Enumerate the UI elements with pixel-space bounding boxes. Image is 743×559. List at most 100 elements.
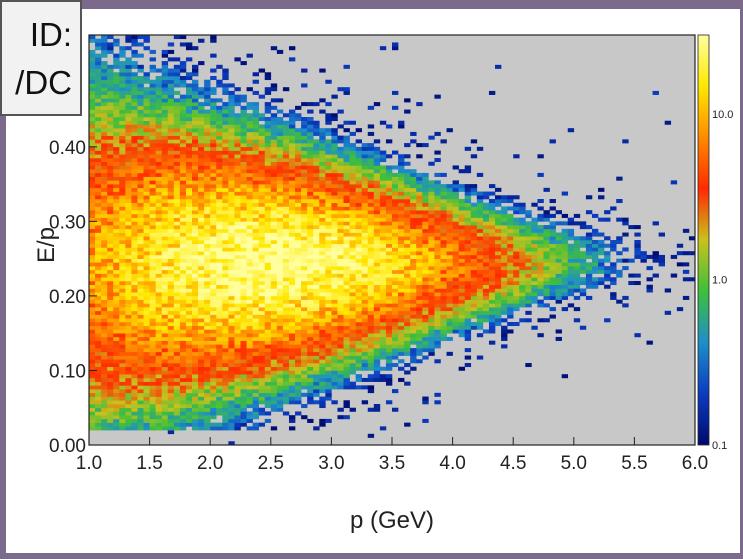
- heatmap-cell: [204, 299, 211, 304]
- heatmap-cell: [167, 42, 175, 47]
- heatmap-cell: [379, 176, 387, 181]
- heatmap-cell: [301, 236, 308, 241]
- heatmap-cell: [137, 314, 144, 319]
- heatmap-cell: [222, 217, 229, 222]
- heatmap-cell: [301, 161, 308, 166]
- heatmap-cell: [325, 128, 332, 133]
- heatmap-cell: [143, 385, 150, 390]
- heatmap-cell: [101, 79, 108, 84]
- heatmap-cell: [113, 120, 120, 125]
- heatmap-cell: [210, 381, 217, 386]
- heatmap-cell: [252, 191, 259, 196]
- heatmap-cell: [361, 191, 369, 196]
- heatmap-cell: [222, 277, 229, 282]
- heatmap-cell: [179, 180, 187, 185]
- heatmap-cell: [101, 72, 108, 77]
- heatmap-cell: [428, 325, 435, 330]
- heatmap-cell: [246, 240, 253, 245]
- heatmap-cell: [240, 98, 247, 103]
- heatmap-cell: [161, 169, 169, 174]
- heatmap-cell: [161, 124, 169, 129]
- heatmap-cell: [173, 72, 181, 77]
- heatmap-cell: [313, 318, 320, 323]
- heatmap-cell: [276, 370, 284, 375]
- heatmap-cell: [137, 180, 144, 185]
- heatmap-cell: [337, 351, 344, 356]
- heatmap-cell: [252, 329, 259, 334]
- heatmap-cell: [155, 120, 163, 125]
- heatmap-cell: [167, 139, 175, 144]
- heatmap-cell: [192, 288, 199, 293]
- heatmap-cell: [155, 135, 163, 140]
- heatmap-cell: [185, 385, 193, 390]
- heatmap-cell: [246, 277, 253, 282]
- heatmap-cell: [404, 109, 411, 114]
- heatmap-cell: [167, 202, 175, 207]
- heatmap-cell: [325, 228, 332, 233]
- heatmap-cell: [173, 113, 181, 118]
- heatmap-cell: [216, 292, 223, 297]
- heatmap-cell: [89, 139, 96, 144]
- heatmap-cell: [161, 135, 169, 140]
- heatmap-cell: [361, 325, 369, 330]
- heatmap-cell: [101, 102, 108, 107]
- heatmap-cell: [373, 277, 381, 282]
- heatmap-cell: [216, 64, 223, 69]
- heatmap-cell: [331, 333, 338, 338]
- heatmap-cell: [422, 210, 429, 215]
- heatmap-cell: [131, 49, 138, 54]
- heatmap-cell: [313, 262, 320, 267]
- heatmap-cell: [167, 247, 175, 252]
- heatmap-cell: [398, 366, 405, 371]
- heatmap-cell: [264, 210, 272, 215]
- heatmap-cell: [343, 281, 350, 286]
- heatmap-cell: [331, 359, 338, 364]
- heatmap-cell: [319, 228, 326, 233]
- heatmap-cell: [295, 377, 302, 382]
- heatmap-cell: [282, 165, 290, 170]
- heatmap-cell: [173, 213, 181, 218]
- heatmap-cell: [149, 90, 156, 95]
- heatmap-cell: [210, 131, 217, 136]
- heatmap-cell: [410, 213, 417, 218]
- heatmap-cell: [167, 109, 175, 114]
- heatmap-cell: [264, 381, 272, 386]
- heatmap-cell: [325, 131, 332, 136]
- heatmap-cell: [155, 277, 163, 282]
- heatmap-cell: [307, 340, 314, 345]
- heatmap-cell: [258, 422, 266, 427]
- heatmap-cell: [167, 98, 175, 103]
- heatmap-cell: [210, 329, 217, 334]
- heatmap-cell: [167, 146, 175, 151]
- heatmap-cell: [252, 161, 259, 166]
- heatmap-cell: [234, 299, 241, 304]
- heatmap-cell: [385, 318, 393, 323]
- heatmap-cell: [204, 374, 211, 379]
- heatmap-cell: [367, 143, 375, 148]
- heatmap-cell: [246, 370, 253, 375]
- heatmap-cell: [125, 236, 132, 241]
- heatmap-cell: [361, 247, 369, 252]
- heatmap-cell: [216, 284, 223, 289]
- heatmap-cell: [392, 310, 399, 315]
- heatmap-cell: [89, 195, 96, 200]
- heatmap-cell: [270, 150, 278, 155]
- heatmap-cell: [349, 243, 356, 248]
- heatmap-cell: [143, 113, 150, 118]
- heatmap-cell: [240, 322, 247, 327]
- heatmap-cell: [119, 195, 126, 200]
- heatmap-cell: [179, 120, 187, 125]
- heatmap-cell: [234, 139, 241, 144]
- heatmap-cell: [179, 131, 187, 136]
- heatmap-cell: [404, 303, 411, 308]
- heatmap-cell: [452, 258, 459, 263]
- heatmap-cell: [216, 377, 223, 382]
- heatmap-cell: [210, 262, 217, 267]
- heatmap-cell: [89, 72, 96, 77]
- heatmap-cell: [379, 150, 387, 155]
- heatmap-cell: [416, 202, 423, 207]
- heatmap-cell: [416, 258, 423, 263]
- heatmap-cell: [222, 225, 229, 230]
- heatmap-cell: [216, 161, 223, 166]
- heatmap-cell: [192, 217, 199, 222]
